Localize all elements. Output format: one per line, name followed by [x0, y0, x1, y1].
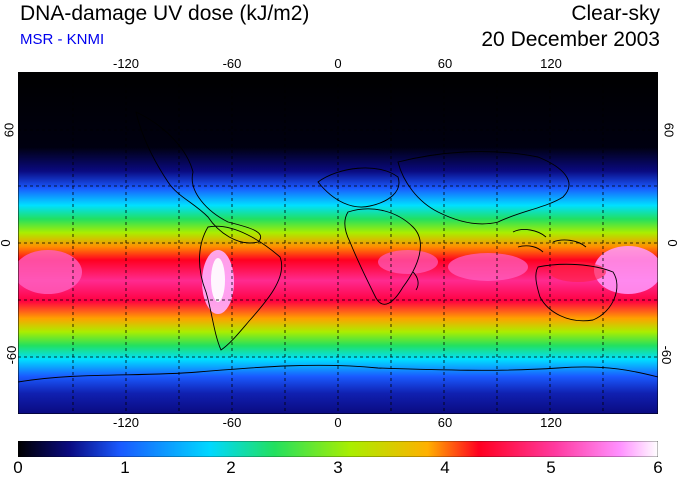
- lon-tick-top: 0: [334, 56, 342, 71]
- coastlines: [18, 111, 658, 383]
- uv-hotspot: [594, 246, 658, 294]
- lon-tick-top: 120: [540, 56, 562, 71]
- date: 20 December 2003: [481, 28, 660, 51]
- lat-tick-left: 0: [0, 239, 13, 246]
- colorbar: [18, 441, 658, 457]
- lon-tick-bottom: 60: [437, 415, 453, 430]
- uv-lowspot: [550, 262, 606, 282]
- lon-tick-top: 60: [437, 56, 453, 71]
- uv-hotspot: [211, 258, 225, 302]
- lon-tick-bottom: 0: [334, 415, 342, 430]
- lon-tick-bottom: -120: [112, 415, 140, 430]
- grid-lines: [18, 72, 658, 414]
- uv-hotspot: [18, 250, 82, 294]
- lon-tick-bottom: 120: [540, 415, 562, 430]
- sky-condition: Clear-sky: [571, 2, 660, 25]
- lat-tick-left: -60: [3, 345, 19, 365]
- lon-tick-bottom: -60: [222, 415, 242, 430]
- colorbar-label: 5: [546, 458, 556, 477]
- colorbar-label: 4: [440, 458, 450, 477]
- uv-hotspot: [378, 250, 438, 274]
- colorbar-label: 2: [226, 458, 236, 477]
- lat-tick-left: 60: [1, 122, 17, 138]
- lon-tick-top: -60: [222, 56, 242, 71]
- colorbar-gradient: [18, 441, 658, 457]
- colorbar-label: 1: [120, 458, 130, 477]
- lon-tick-top: -120: [112, 56, 140, 71]
- subtitle: MSR - KNMI: [20, 31, 105, 48]
- lat-tick-right: 0: [665, 239, 678, 246]
- colorbar-label: 0: [13, 458, 23, 477]
- uv-hotspot: [448, 253, 528, 281]
- colorbar-label: 3: [333, 458, 343, 477]
- colorbar-label: 6: [653, 458, 663, 477]
- lat-tick-right: 60: [661, 122, 677, 138]
- lat-tick-right: -60: [659, 345, 675, 365]
- title: DNA-damage UV dose (kJ/m2): [20, 2, 310, 25]
- uv-dose-map: [18, 72, 658, 414]
